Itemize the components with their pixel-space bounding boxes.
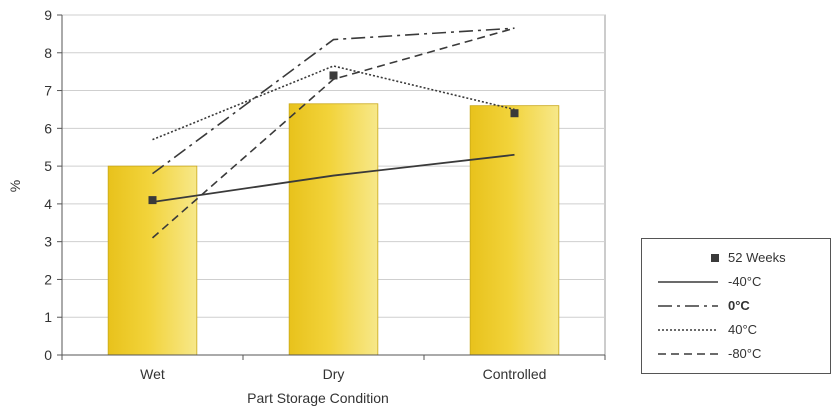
legend-entry: -80°C — [642, 343, 830, 365]
series-line — [152, 153, 515, 203]
series-marker — [510, 109, 519, 118]
y-tick-label: 3 — [44, 234, 52, 250]
axes: 0 1 2 3 4 5 6 7 8 9 Wet Dry Controlled — [44, 7, 606, 382]
bar — [469, 105, 560, 356]
x-tick-label: Wet — [140, 366, 165, 382]
legend-swatch — [658, 329, 718, 331]
legend-swatch — [658, 281, 718, 283]
y-axis-title: % — [7, 180, 23, 192]
y-tick-label: 6 — [44, 120, 52, 136]
series-marker — [329, 71, 338, 80]
y-tick-label: 0 — [44, 347, 52, 363]
legend-label: 40°C — [728, 322, 758, 337]
legend-label: -40°C — [728, 274, 762, 289]
y-tick-label: 2 — [44, 271, 52, 287]
y-tick-label: 7 — [44, 83, 52, 99]
bars — [107, 103, 560, 356]
legend-swatch — [658, 305, 718, 307]
y-tick-label: 1 — [44, 309, 52, 325]
legend-swatch — [711, 254, 719, 262]
series-markers — [148, 71, 519, 205]
x-tick-label: Dry — [323, 366, 345, 382]
legend: 52 Weeks -40°C 0°C 40°C -80°C — [641, 238, 831, 374]
legend-marker — [711, 254, 719, 262]
x-tick-label: Controlled — [483, 366, 547, 382]
x-axis-title: Part Storage Condition — [247, 390, 389, 406]
legend-label: 52 Weeks — [728, 250, 786, 265]
y-tick-label: 4 — [44, 196, 52, 212]
legend-entry: 40°C — [642, 319, 830, 341]
legend-label: 0°C — [728, 298, 750, 313]
series-line — [152, 65, 515, 141]
bar — [288, 103, 379, 356]
y-tick-label: 8 — [44, 45, 52, 61]
legend-label: -80°C — [728, 346, 762, 361]
series-marker — [148, 196, 157, 205]
y-tick-label: 5 — [44, 158, 52, 174]
y-tick-label: 9 — [44, 7, 52, 23]
bar — [107, 165, 198, 356]
legend-entry: -40°C — [642, 271, 830, 293]
series-line — [152, 27, 515, 175]
legend-swatch — [658, 353, 718, 355]
legend-entry: 0°C — [642, 295, 830, 317]
legend-entry: 52 Weeks — [642, 247, 830, 269]
